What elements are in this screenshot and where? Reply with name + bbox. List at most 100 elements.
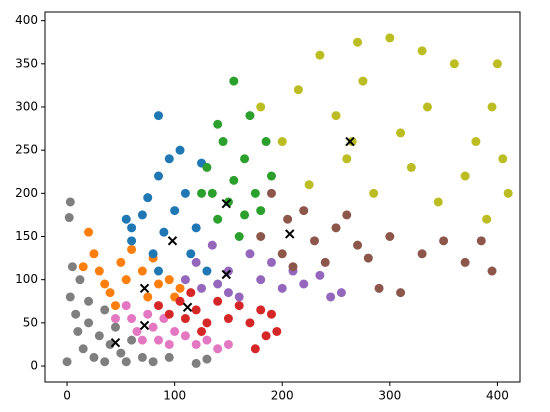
data-point: [240, 210, 250, 220]
centroid-marker: [139, 283, 150, 294]
data-point: [89, 249, 99, 259]
data-point: [256, 305, 266, 315]
data-point: [154, 171, 164, 181]
data-point: [315, 270, 325, 280]
data-point: [218, 137, 228, 147]
y-tick-label: 400: [15, 13, 38, 27]
data-point: [207, 188, 217, 198]
data-point: [121, 275, 131, 285]
data-point: [234, 232, 244, 242]
data-point: [180, 314, 190, 324]
data-point: [191, 223, 201, 233]
data-point: [331, 111, 341, 121]
data-point: [369, 188, 379, 198]
data-point: [229, 175, 239, 185]
data-point: [433, 197, 443, 207]
data-point: [180, 275, 190, 285]
centroid-marker: [345, 136, 355, 147]
data-point: [100, 305, 110, 315]
data-point: [245, 111, 255, 121]
data-point: [202, 354, 212, 364]
data-point: [148, 357, 158, 367]
data-point: [213, 279, 223, 289]
data-point: [256, 232, 266, 242]
data-point: [396, 288, 406, 298]
data-point: [353, 37, 363, 47]
data-point: [363, 253, 373, 263]
data-point: [137, 352, 147, 362]
data-point: [164, 154, 174, 164]
data-point: [277, 283, 287, 293]
data-point: [148, 322, 158, 332]
data-point: [266, 257, 276, 267]
data-point: [476, 236, 486, 246]
data-point: [342, 210, 352, 220]
plot-area: [62, 33, 513, 368]
y-tick-label: 0: [30, 359, 38, 373]
data-point: [266, 171, 276, 181]
x-tick-label: 400: [486, 389, 509, 403]
data-point: [197, 188, 207, 198]
data-point: [84, 296, 94, 306]
data-point: [164, 352, 174, 362]
data-point: [283, 214, 293, 224]
data-point: [256, 275, 266, 285]
data-point: [213, 296, 223, 306]
data-point: [84, 318, 94, 328]
data-point: [342, 154, 352, 164]
data-point: [89, 352, 99, 362]
centroid-marker: [285, 229, 295, 239]
data-point: [191, 339, 201, 349]
x-tick-label: 200: [271, 389, 294, 403]
x-tick-label: 100: [163, 389, 186, 403]
data-point: [460, 171, 470, 181]
data-point: [175, 296, 185, 306]
data-point: [277, 249, 287, 259]
data-point: [207, 240, 217, 250]
data-point: [299, 279, 309, 289]
data-point: [191, 257, 201, 267]
data-point: [154, 111, 164, 121]
data-point: [186, 249, 196, 259]
data-point: [127, 223, 137, 233]
data-point: [121, 301, 131, 311]
data-point: [417, 249, 427, 259]
data-point: [213, 119, 223, 129]
data-point: [266, 188, 276, 198]
data-point: [256, 206, 266, 216]
data-point: [336, 288, 346, 298]
data-point: [261, 137, 271, 147]
data-point: [100, 357, 110, 367]
data-point: [67, 262, 77, 272]
data-point: [132, 326, 142, 336]
data-point: [84, 227, 94, 237]
data-point: [299, 206, 309, 216]
data-point: [503, 188, 513, 198]
data-point: [186, 288, 196, 298]
data-point: [127, 244, 137, 254]
data-point: [498, 154, 508, 164]
data-point: [471, 137, 481, 147]
data-point: [439, 236, 449, 246]
data-point: [213, 344, 223, 354]
data-point: [164, 275, 174, 285]
data-point: [234, 301, 244, 311]
data-point: [71, 309, 81, 319]
data-point: [154, 279, 164, 289]
data-point: [143, 309, 153, 319]
y-tick-label: 350: [15, 56, 38, 70]
centroid-marker: [139, 320, 150, 331]
data-point: [310, 236, 320, 246]
x-tick-label: 0: [63, 389, 71, 403]
centroid-marker: [110, 338, 121, 348]
data-point: [304, 180, 314, 190]
data-point: [482, 214, 492, 224]
data-point: [127, 236, 137, 246]
data-point: [385, 232, 395, 242]
data-point: [492, 59, 502, 69]
data-point: [154, 301, 164, 311]
data-point: [266, 309, 276, 319]
data-point: [159, 227, 169, 237]
centroid-marker: [182, 302, 193, 313]
centroid-marker: [221, 269, 231, 280]
